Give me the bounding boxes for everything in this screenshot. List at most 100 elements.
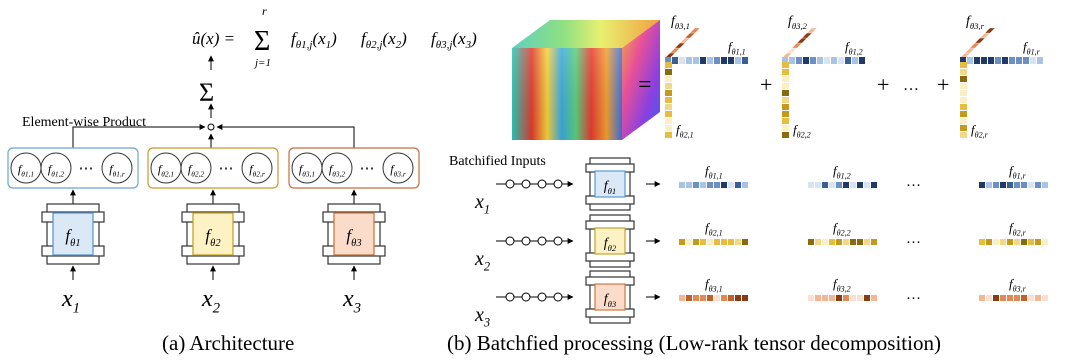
rank-side-label: fθ1,r [1023, 39, 1041, 57]
strip-cell [782, 57, 788, 64]
network-label: fθ2 [205, 226, 221, 249]
basis-node [241, 152, 273, 184]
strip-cell [782, 83, 789, 89]
strip-cell [822, 239, 828, 245]
strip-cell [689, 27, 701, 34]
strip-cell [986, 182, 992, 188]
strip-cell [871, 182, 877, 188]
formula-term-2: fθ2,j(x2) [361, 29, 407, 51]
strip-cell [859, 57, 865, 64]
strip-cell [782, 69, 789, 75]
basis-ellipsis: ⋯ [79, 161, 94, 177]
strip-cell [993, 182, 999, 188]
basis-node-label: fθ1,1 [18, 162, 34, 178]
basis-node [291, 152, 323, 184]
strip-cell [960, 125, 967, 131]
strip-cell [700, 57, 706, 64]
network-label: fθ1 [65, 226, 80, 249]
basis-ellipsis: ⋯ [219, 161, 234, 177]
strip-cell [810, 57, 816, 64]
strip-cell [693, 239, 699, 245]
strip-cell [960, 62, 967, 68]
batchified-inputs-label: Batchified Inputs [449, 154, 546, 169]
output-strip [679, 239, 748, 245]
strip-cell [693, 57, 699, 64]
output-label: fθ1,2 [833, 163, 851, 181]
theta1-strip [782, 57, 865, 64]
strip-cell [789, 57, 795, 64]
strip-cell [679, 57, 685, 64]
rank-bottom-label: fθ2,2 [793, 122, 811, 140]
strip-cell [960, 97, 967, 103]
plus-sign-1: + [760, 72, 772, 97]
group-1: fθ1,1 fθ1,2 fθ1,r ⋯ fθ1 x1 [7, 147, 139, 317]
theta1-strip [665, 57, 748, 64]
strip-cell [843, 295, 849, 301]
strip-cell [782, 76, 789, 82]
input-label: x2 [201, 286, 221, 317]
basis-node [180, 152, 212, 184]
strip-cell [836, 295, 842, 301]
strip-cell [1023, 57, 1029, 64]
input-sample-point [553, 179, 563, 189]
strip-cell [993, 295, 999, 301]
strip-cell [843, 182, 849, 188]
strip-cell [960, 76, 967, 82]
strip-cell [969, 42, 981, 49]
theta2-strip [960, 62, 967, 138]
strip-cell [831, 57, 837, 64]
plus-sign-2: + [877, 72, 889, 97]
input-sample-point [521, 236, 531, 246]
strip-cell [721, 239, 727, 245]
strip-cell [815, 182, 821, 188]
product-operator [207, 123, 215, 131]
batch-network-label: fθ3 [604, 292, 617, 309]
strip-cell [822, 295, 828, 301]
strip-cell [742, 239, 748, 245]
strip-cell [986, 295, 992, 301]
rank-side-label: fθ1,2 [845, 39, 863, 57]
network-core [594, 283, 626, 311]
strip-cell [815, 295, 821, 301]
strip-cell [974, 37, 986, 44]
theta1-strip [960, 57, 1043, 64]
strip-cell [1002, 57, 1008, 64]
strip-cell [686, 295, 692, 301]
strip-cell [857, 182, 863, 188]
connector-group1-to-product [72, 124, 206, 148]
strip-cell [665, 62, 672, 68]
output-strip [808, 239, 877, 245]
strip-cell [981, 57, 987, 64]
strip-cell [782, 104, 789, 110]
network-core [594, 170, 626, 198]
output-label: fθ3,2 [833, 276, 851, 294]
group-border [288, 147, 420, 189]
network-core [192, 212, 234, 256]
strip-cell [1000, 295, 1006, 301]
theta2-strip [665, 62, 672, 138]
strip-cell [782, 132, 789, 138]
strip-cell [686, 57, 692, 64]
strip-cell [960, 69, 967, 75]
input-sample-point [553, 292, 563, 302]
strip-cell [1007, 182, 1013, 188]
strip-cell [700, 239, 706, 245]
rank-term-2: fθ3,2 fθ1,2 fθ2,2 [781, 14, 865, 140]
theta2-strip [782, 62, 789, 138]
strip-cell [1009, 57, 1015, 64]
strip-cell [707, 57, 713, 64]
formula-lhs: û(x) = [192, 29, 235, 48]
strip-cell [857, 295, 863, 301]
strip-cell [672, 57, 678, 64]
network-core [52, 212, 94, 256]
output-label: fθ2,r [1009, 220, 1027, 238]
batch-rows: x1 fθ1 fθ1,1 fθ1,2 fθ1,r … x2 fθ2 fθ2,1 fθ2,2 fθ2,… [474, 157, 1048, 330]
tensor-cube [512, 20, 660, 140]
strip-cell [852, 57, 858, 64]
rank-terms: fθ3,1 fθ1,1 fθ2,1 fθ3,2 fθ1,2 fθ2,2 fθ3,r fθ1,r… [664, 14, 1043, 140]
strip-cell [665, 76, 672, 82]
strip-cell [845, 57, 851, 64]
rank-term-1: fθ3,1 fθ1,1 fθ2,1 [664, 14, 748, 140]
strip-cell [782, 118, 789, 124]
